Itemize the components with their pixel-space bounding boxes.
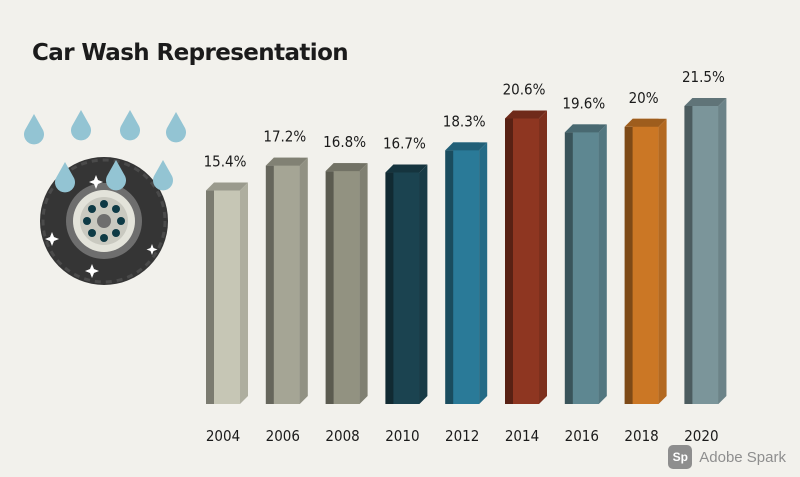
bar-2012: [445, 142, 488, 404]
bar-face: [333, 163, 360, 404]
value-label: 20.6%: [503, 80, 546, 98]
bar-side: [479, 142, 488, 404]
bar-face: [692, 98, 719, 404]
bar-top: [624, 118, 667, 127]
bar-2004: [206, 182, 248, 404]
bar-top: [325, 163, 368, 172]
bar-top: [206, 182, 248, 191]
category-label: 2020: [684, 427, 718, 445]
category-label: 2012: [445, 427, 479, 445]
bar-face: [632, 118, 659, 404]
bar-side: [359, 163, 368, 404]
bar-side: [718, 98, 727, 404]
bar-face: [393, 164, 420, 404]
bar-side: [539, 110, 547, 404]
value-label: 16.7%: [383, 135, 426, 153]
watermark-text: Adobe Spark: [699, 448, 786, 466]
bar-side: [658, 118, 667, 404]
bar-2010: [385, 164, 428, 404]
bar-top: [445, 142, 488, 151]
adobe-spark-watermark: Sp Adobe Spark: [668, 445, 786, 469]
value-label: 18.3%: [443, 112, 486, 130]
bar-top: [684, 98, 727, 106]
chart-title: Car Wash Representation: [32, 40, 349, 66]
value-label: 17.2%: [263, 128, 306, 146]
category-label: 2010: [385, 427, 419, 445]
bar-2014: [505, 110, 547, 404]
category-label: 2014: [505, 427, 539, 445]
bar-side: [240, 182, 248, 404]
bar-top: [265, 157, 308, 166]
bar-side: [598, 124, 607, 404]
wet-tire-icon: [24, 110, 186, 285]
category-label: 2006: [266, 427, 300, 445]
bar-face: [214, 182, 240, 404]
bar-face: [572, 124, 599, 404]
bar-face: [513, 110, 539, 404]
bar-2006: [265, 157, 308, 404]
bar-face: [273, 157, 300, 404]
bar-2018: [624, 118, 667, 404]
bar-2020: [684, 98, 727, 404]
category-label: 2008: [325, 427, 359, 445]
bar-top: [505, 110, 547, 119]
bar-top: [564, 124, 607, 133]
value-label: 21.5%: [682, 68, 725, 86]
bar-side: [299, 157, 308, 404]
value-label: 19.6%: [562, 94, 605, 112]
value-label: 20%: [629, 89, 659, 107]
bar-2008: [325, 163, 368, 404]
category-label: 2004: [206, 427, 240, 445]
bar-top: [385, 164, 428, 173]
bar-2016: [564, 124, 607, 404]
category-label: 2018: [624, 427, 658, 445]
value-label: 15.4%: [204, 153, 247, 171]
bar-side: [419, 164, 428, 404]
value-label: 16.8%: [323, 133, 366, 151]
category-label: 2016: [565, 427, 599, 445]
adobe-spark-logo-icon: Sp: [668, 445, 693, 469]
bar-face: [453, 142, 480, 404]
